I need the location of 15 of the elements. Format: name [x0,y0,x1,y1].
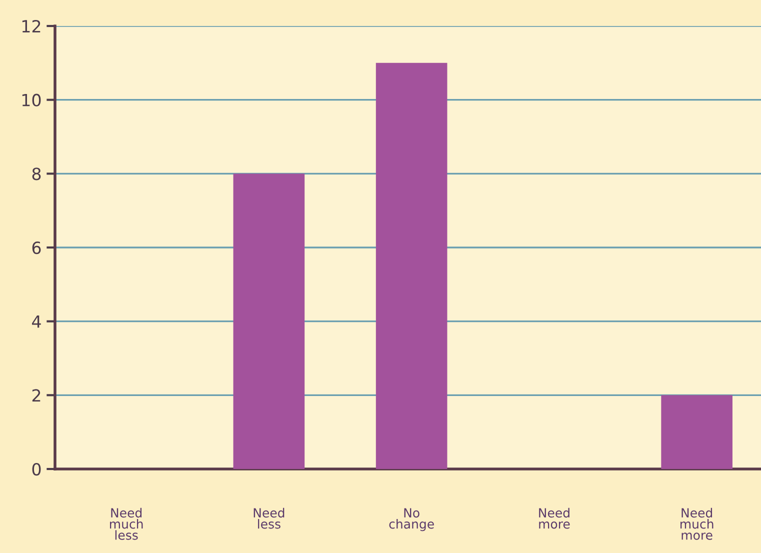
y-tick-label: 2 [32,389,40,402]
x-tick-label: Need much more [680,508,714,540]
x-tick-label: Need more [539,508,570,529]
bar [661,395,732,469]
y-tick-label: 4 [32,316,41,328]
bar [376,62,448,469]
bar [233,174,305,469]
y-tick-label: 6 [32,241,41,254]
y-tick-label: 0 [32,462,41,476]
y-tick-label: 12 [22,20,40,32]
x-tick-label: Need much less [110,508,143,540]
y-tick-label: 8 [32,168,41,180]
x-tick-label: Need less [254,508,284,529]
x-tick-label: No change [389,508,434,532]
y-tick-label: 10 [22,94,41,106]
